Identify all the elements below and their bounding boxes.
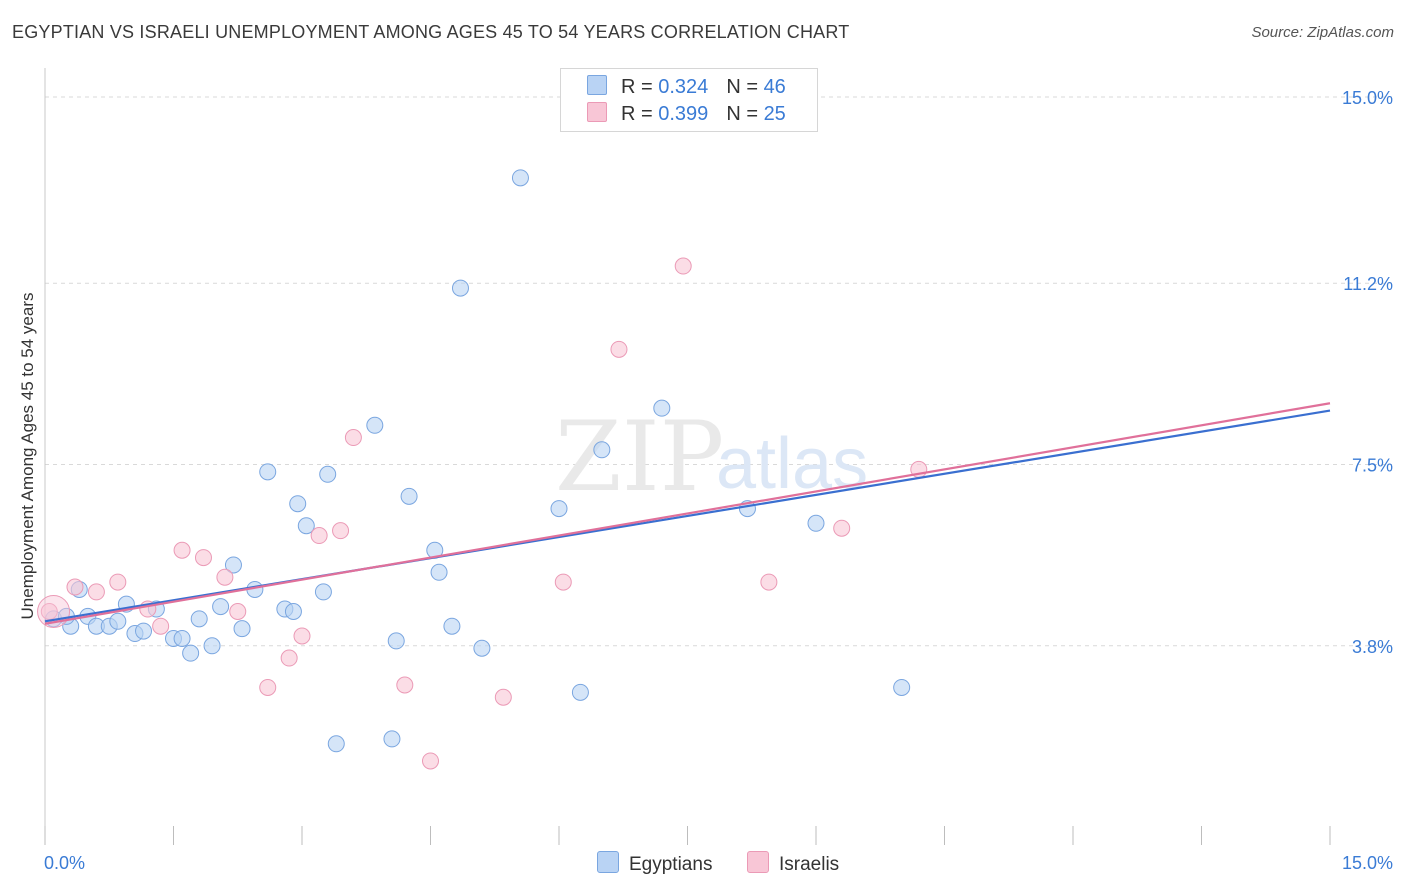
israelis-point (280, 649, 298, 667)
x-tick-label: 0.0% (44, 853, 85, 873)
egyptians-point (289, 495, 307, 513)
egyptians-point (400, 487, 418, 505)
egyptians-n-value: 46 (763, 76, 786, 98)
egyptians-point (314, 583, 332, 601)
egyptians-point (284, 603, 302, 620)
chart-title: EGYPTIAN VS ISRAELI UNEMPLOYMENT AMONG A… (12, 22, 850, 42)
israelis-point (310, 527, 328, 545)
israelis-r-value: 0.399 (658, 103, 709, 125)
trend-lines (44, 402, 1331, 625)
watermark-zip: ZIP (555, 401, 724, 513)
egyptians-point (807, 514, 825, 532)
israelis-point (87, 583, 105, 601)
egyptians-point (443, 617, 461, 635)
israelis-point (833, 519, 851, 537)
israelis-legend-label: Israelis (779, 854, 840, 875)
egyptians-point (653, 399, 671, 417)
egyptians-point (182, 644, 200, 662)
israelis-point (422, 752, 439, 770)
israelis-point (216, 568, 234, 586)
egyptians-point (319, 465, 337, 483)
y-tick-label: 3.8% (1352, 637, 1393, 657)
israelis-point (610, 340, 628, 358)
israelis-point (66, 578, 84, 596)
israelis-point (332, 522, 350, 540)
israelis-trend-line (44, 402, 1331, 625)
israelis-n-label: N = (726, 103, 764, 125)
egyptians-r-value: 0.324 (658, 76, 709, 98)
y-axis-label: Unemployment Among Ages 45 to 54 years (18, 292, 37, 620)
egyptians-point (550, 500, 568, 518)
egyptians-n-label: N = (726, 76, 764, 98)
source-label: Source: ZipAtlas.com (1251, 24, 1394, 41)
egyptians-point (430, 563, 448, 581)
egyptians-point (366, 416, 384, 434)
egyptians-point (297, 517, 315, 535)
israelis-point (173, 541, 191, 559)
israelis-n-value: 25 (763, 103, 786, 125)
egyptians-point (451, 279, 469, 297)
y-tick-label: 11.2% (1343, 274, 1393, 294)
watermark-atlas: atlas (716, 424, 868, 504)
y-tick-label: 7.5% (1352, 456, 1393, 476)
egyptians-point (203, 637, 221, 655)
egyptians-point (473, 639, 491, 657)
israelis-point (109, 573, 127, 591)
egyptians-swatch (587, 75, 607, 95)
y-tick-label: 15.0% (1342, 88, 1393, 108)
israelis-point (494, 688, 512, 706)
egyptians-point (593, 441, 611, 459)
data-points (37, 169, 928, 770)
egyptians-point (511, 169, 529, 187)
israelis-point (229, 603, 247, 620)
egyptians-point (224, 556, 242, 574)
israelis-r-label: R = (621, 103, 659, 125)
tick-labels: 3.8% 7.5% 11.2% 15.0% 0.0% 15.0% (44, 88, 1393, 873)
israelis-swatch (587, 102, 607, 122)
legend-row-israelis: R = 0.399 N = 25 (587, 102, 786, 126)
israelis-point (344, 429, 362, 447)
egyptians-point (173, 629, 191, 647)
israelis-point (760, 573, 778, 591)
bottom-legend-egyptians: Egyptians (597, 851, 712, 876)
egyptians-point (571, 683, 589, 701)
egyptians-point (383, 730, 401, 748)
egyptians-point (259, 463, 277, 481)
legend-row-egyptians: R = 0.324 N = 46 (587, 75, 786, 99)
israelis-point (674, 257, 692, 275)
egyptians-legend-swatch (597, 851, 619, 873)
israelis-point (259, 678, 277, 696)
egyptians-r-label: R = (621, 76, 659, 98)
x-tick-label: 15.0% (1342, 853, 1393, 873)
egyptians-point (212, 598, 230, 616)
grid-lines (45, 96, 1392, 647)
bottom-legend-israelis: Israelis (747, 851, 839, 876)
israelis-point (152, 617, 170, 635)
israelis-point (194, 549, 212, 567)
egyptians-point (135, 622, 153, 640)
axes (44, 68, 1331, 845)
egyptians-point (190, 610, 208, 628)
egyptians-point (893, 678, 911, 696)
israelis-point (293, 627, 311, 645)
israelis-legend-swatch (747, 851, 769, 873)
correlation-legend: R = 0.324 N = 46 R = 0.399 N = 25 (560, 68, 818, 132)
israelis-point (396, 676, 414, 694)
egyptians-point (233, 620, 251, 638)
egyptians-legend-label: Egyptians (629, 854, 713, 875)
egyptians-point (109, 612, 127, 630)
egyptians-point (327, 735, 345, 753)
egyptians-point (387, 632, 405, 650)
israelis-point (554, 573, 572, 591)
